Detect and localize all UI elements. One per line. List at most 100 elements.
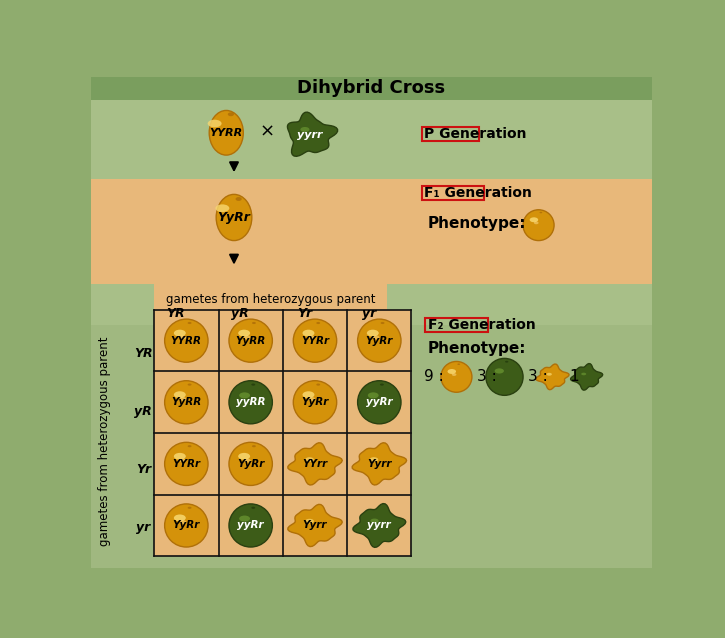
Ellipse shape [494, 368, 504, 373]
Circle shape [357, 319, 401, 362]
Ellipse shape [252, 383, 255, 385]
Ellipse shape [373, 336, 379, 339]
Ellipse shape [308, 397, 315, 401]
Ellipse shape [239, 516, 250, 522]
FancyBboxPatch shape [91, 179, 652, 285]
Ellipse shape [316, 383, 320, 385]
Text: YYrr: YYrr [302, 459, 328, 469]
Circle shape [294, 381, 336, 424]
Ellipse shape [188, 445, 191, 447]
Ellipse shape [302, 330, 315, 337]
Ellipse shape [180, 397, 186, 401]
Text: yyrr: yyrr [297, 130, 323, 140]
Ellipse shape [302, 391, 315, 398]
Ellipse shape [305, 457, 314, 462]
FancyBboxPatch shape [154, 285, 386, 322]
Text: YYRR: YYRR [171, 336, 202, 346]
Text: F₂ Generation: F₂ Generation [428, 318, 536, 332]
FancyBboxPatch shape [154, 275, 386, 306]
Text: Yr: Yr [136, 463, 151, 476]
Ellipse shape [368, 392, 378, 398]
Ellipse shape [534, 221, 539, 224]
Polygon shape [288, 505, 342, 547]
FancyBboxPatch shape [91, 285, 652, 325]
Ellipse shape [180, 336, 186, 339]
Ellipse shape [210, 110, 244, 155]
Text: yR: yR [231, 308, 249, 320]
Ellipse shape [180, 459, 186, 463]
Ellipse shape [452, 373, 457, 376]
Polygon shape [353, 503, 406, 547]
Ellipse shape [370, 519, 378, 523]
Ellipse shape [174, 514, 186, 521]
Text: P Generation: P Generation [424, 128, 526, 141]
Text: yr: yr [136, 521, 151, 533]
Text: yyrr: yyrr [368, 521, 392, 530]
Polygon shape [287, 112, 338, 156]
Text: YyRR: YyRR [171, 397, 202, 407]
Text: 1: 1 [570, 369, 579, 384]
Text: gametes from heterozygous parent: gametes from heterozygous parent [98, 336, 111, 545]
Ellipse shape [239, 330, 250, 337]
Ellipse shape [188, 322, 191, 324]
Circle shape [229, 442, 273, 486]
Text: 9 :: 9 : [424, 369, 444, 384]
Circle shape [523, 210, 554, 241]
Text: yR: yR [134, 405, 152, 418]
Circle shape [357, 381, 401, 424]
Polygon shape [288, 443, 342, 485]
FancyBboxPatch shape [91, 77, 652, 100]
Ellipse shape [457, 364, 460, 365]
Ellipse shape [530, 218, 538, 222]
Ellipse shape [215, 204, 229, 212]
Ellipse shape [216, 195, 252, 241]
Text: YyRr: YyRr [173, 521, 200, 530]
Text: YyRR: YyRR [236, 336, 266, 346]
Ellipse shape [447, 369, 456, 374]
Circle shape [165, 319, 208, 362]
Text: YyRr: YyRr [218, 211, 250, 224]
Ellipse shape [367, 330, 378, 337]
Polygon shape [571, 364, 602, 390]
Circle shape [294, 319, 336, 362]
Circle shape [165, 442, 208, 486]
Ellipse shape [505, 360, 508, 362]
Text: Yyrr: Yyrr [367, 459, 392, 469]
Text: YR: YR [134, 347, 153, 360]
Text: YYRr: YYRr [173, 459, 200, 469]
Circle shape [441, 362, 472, 392]
Ellipse shape [188, 507, 191, 509]
Ellipse shape [180, 521, 186, 524]
FancyBboxPatch shape [91, 325, 652, 568]
Ellipse shape [188, 383, 191, 385]
FancyBboxPatch shape [91, 77, 652, 568]
Text: yyRr: yyRr [237, 521, 264, 530]
Ellipse shape [228, 112, 234, 116]
Circle shape [229, 381, 273, 424]
Text: 3 :: 3 : [476, 369, 497, 384]
FancyBboxPatch shape [154, 310, 412, 556]
Ellipse shape [316, 322, 320, 324]
Ellipse shape [581, 373, 587, 375]
Text: YR: YR [167, 308, 185, 320]
Ellipse shape [252, 507, 255, 509]
Circle shape [229, 319, 273, 362]
Ellipse shape [174, 330, 186, 337]
Ellipse shape [207, 120, 222, 128]
Ellipse shape [300, 127, 310, 132]
Text: gametes from heterozygous parent: gametes from heterozygous parent [166, 293, 375, 306]
Text: YyRr: YyRr [237, 459, 265, 469]
Ellipse shape [239, 453, 250, 460]
Text: Phenotype:: Phenotype: [428, 216, 526, 231]
Ellipse shape [252, 445, 256, 447]
Ellipse shape [239, 392, 250, 398]
Ellipse shape [174, 391, 186, 398]
Ellipse shape [244, 336, 251, 339]
Circle shape [486, 359, 523, 396]
Text: F₁ Generation: F₁ Generation [424, 186, 531, 200]
Text: yyRr: yyRr [366, 397, 393, 407]
Text: Phenotype:: Phenotype: [428, 341, 526, 356]
Text: 3 :: 3 : [528, 369, 547, 384]
Circle shape [165, 504, 208, 547]
Text: Yyrr: Yyrr [303, 521, 327, 530]
